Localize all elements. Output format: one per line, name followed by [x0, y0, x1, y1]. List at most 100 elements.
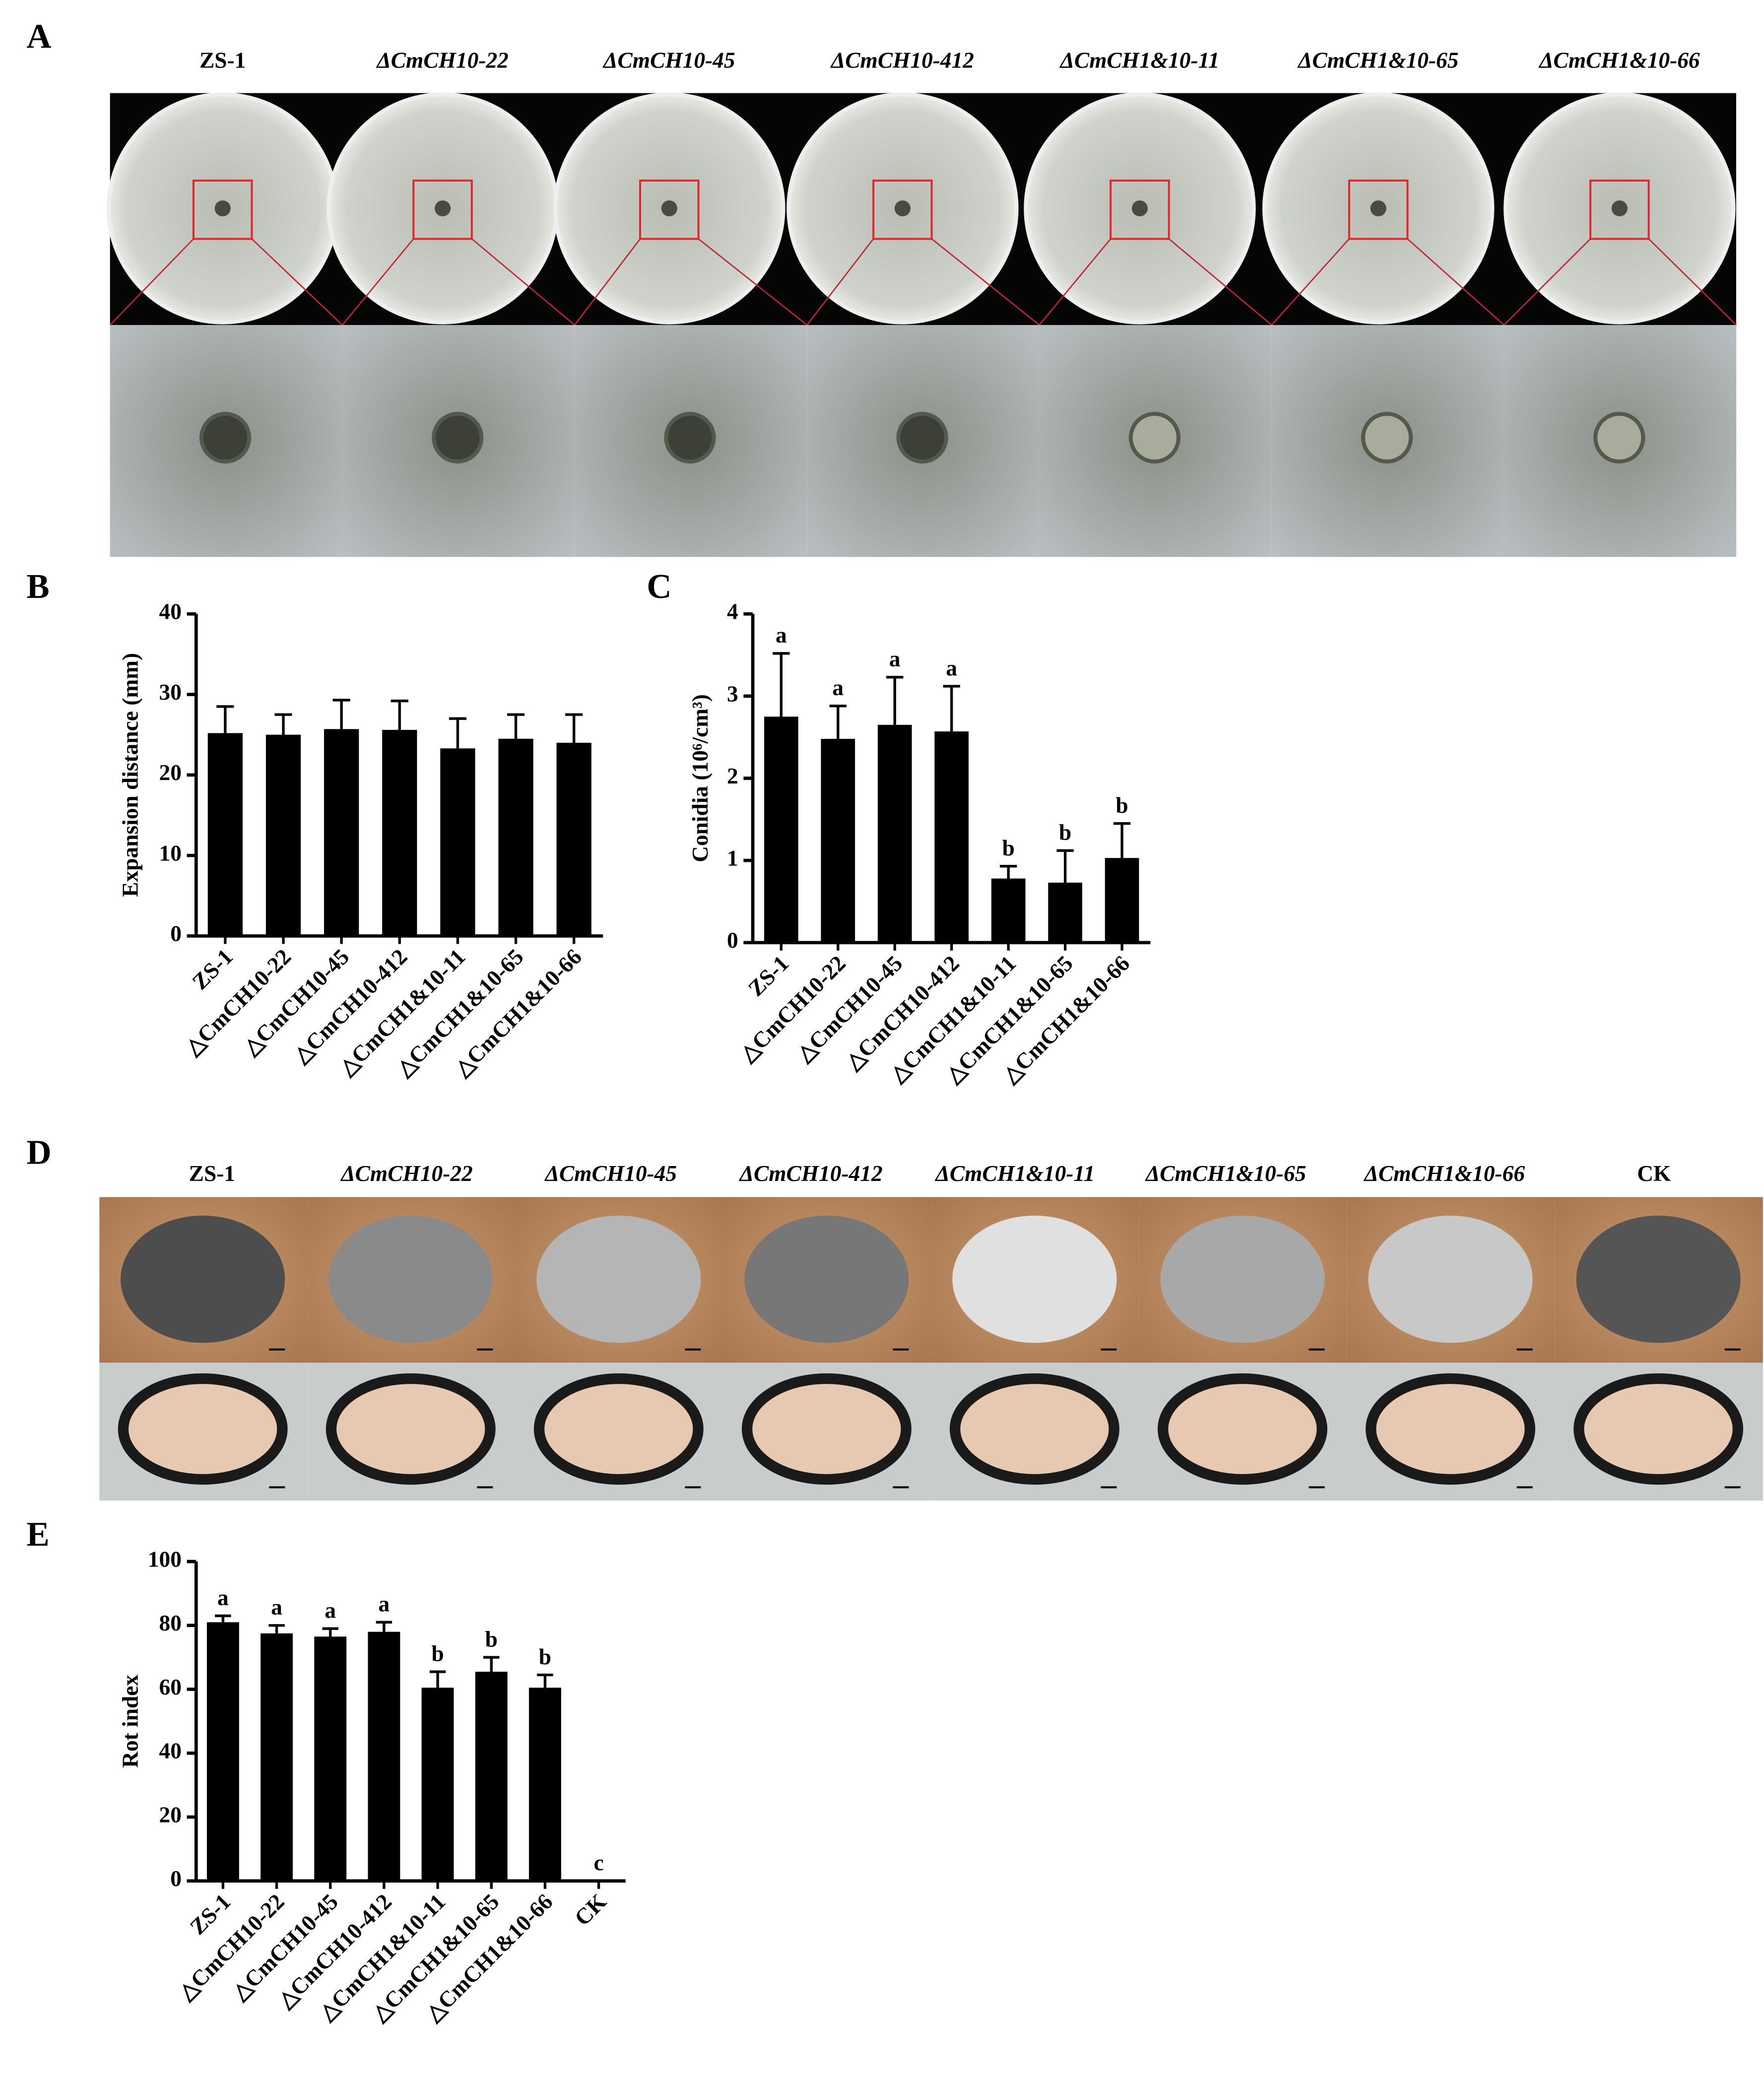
section	[741, 1373, 912, 1485]
significance-label: b	[431, 1641, 444, 1666]
panel-label: B	[26, 568, 49, 606]
significance-label: a	[946, 655, 957, 680]
error-bar	[332, 699, 350, 729]
inoculum	[894, 200, 911, 217]
column-label: ZS-1	[189, 1161, 235, 1186]
error-bar	[429, 1670, 446, 1688]
y-tick-label: 20	[159, 760, 182, 785]
zoom-box	[192, 179, 253, 240]
significance-label: a	[776, 623, 787, 648]
section	[949, 1373, 1119, 1485]
x-tick-label: ZS-1	[188, 944, 238, 994]
y-tick-label: 0	[727, 928, 738, 953]
zoom-box	[1589, 179, 1650, 240]
panel-label: E	[26, 1515, 49, 1554]
y-tick-label: 0	[170, 921, 182, 946]
sclerotium	[744, 1215, 909, 1343]
y-axis-label: Expansion distance (mm)	[118, 653, 143, 897]
zoom-box	[639, 179, 700, 240]
zoom-line	[1039, 238, 1111, 326]
bar	[764, 717, 798, 943]
error-bar	[507, 713, 525, 739]
error-bar	[537, 1673, 553, 1688]
zoom-box	[1348, 179, 1409, 240]
zoom-inoculum	[1128, 411, 1180, 464]
bar	[821, 738, 855, 943]
y-tick-label: 4	[727, 599, 738, 624]
error-bar	[886, 676, 904, 725]
zoom-line	[1168, 238, 1272, 326]
error-bar	[376, 1621, 392, 1632]
sclerotium	[121, 1215, 285, 1343]
significance-label: a	[217, 1585, 229, 1610]
y-tick-label: 10	[159, 841, 182, 865]
error-bar	[483, 1656, 500, 1672]
zoom-line	[698, 238, 808, 326]
bar	[556, 742, 591, 936]
error-bar	[1113, 822, 1131, 858]
error-bar	[216, 705, 234, 733]
zoom-inoculum	[664, 411, 716, 464]
y-tick-label: 40	[159, 1739, 182, 1763]
section	[1158, 1373, 1327, 1485]
column-label: ΔCmCH1&10-11	[1059, 48, 1219, 73]
section	[1573, 1373, 1744, 1485]
bar	[206, 1622, 239, 1881]
sclerotium	[1576, 1215, 1741, 1343]
bar	[314, 1636, 347, 1881]
inoculum	[1131, 200, 1148, 217]
y-tick-label: 60	[159, 1675, 182, 1699]
zoom-line	[1271, 238, 1350, 326]
column-label: ΔCmCH10-412	[738, 1161, 882, 1186]
zoom-box	[1110, 179, 1170, 240]
error-bar	[274, 713, 292, 735]
inoculum	[214, 200, 231, 217]
x-tick-label: ZS-1	[743, 951, 793, 1001]
significance-label: a	[889, 647, 901, 671]
error-bar	[449, 717, 466, 749]
error-bar	[829, 705, 847, 739]
error-bar	[1000, 864, 1017, 879]
error-bar	[215, 1614, 231, 1623]
y-tick-label: 0	[170, 1866, 182, 1891]
zoom-line	[251, 238, 343, 326]
y-tick-label: 2	[727, 764, 738, 788]
column-label: ΔCmCH10-412	[830, 48, 974, 73]
zoom-inoculum	[199, 411, 252, 464]
error-bar	[773, 652, 790, 717]
significance-label: a	[832, 675, 844, 700]
error-bar	[322, 1627, 338, 1637]
zoom-inoculum	[1361, 411, 1413, 464]
zoom-line	[574, 238, 641, 326]
y-tick-label: 80	[159, 1611, 182, 1635]
y-tick-label: 20	[159, 1802, 182, 1827]
bar	[440, 748, 475, 936]
column-label: ΔCmCH10-45	[602, 48, 735, 73]
inoculum	[661, 200, 677, 217]
zoom-box	[412, 179, 473, 240]
zoom-box	[872, 179, 933, 240]
bar	[877, 724, 912, 943]
zoom-line	[471, 238, 575, 326]
section	[326, 1373, 496, 1485]
inoculum	[435, 200, 451, 217]
bar	[498, 738, 533, 936]
zoom-line	[1407, 238, 1504, 326]
zoom-inoculum	[896, 411, 948, 464]
column-label: ΔCmCH1&10-65	[1145, 1161, 1307, 1186]
bar	[265, 734, 301, 936]
zoom-inoculum	[1593, 411, 1645, 464]
section	[1366, 1373, 1535, 1485]
error-bar	[391, 699, 408, 730]
significance-label: b	[1002, 836, 1015, 860]
zoom-inoculum	[432, 411, 484, 464]
significance-label: b	[1116, 793, 1128, 818]
column-label: ΔCmCH10-22	[376, 48, 509, 73]
inoculum	[1611, 200, 1628, 217]
inoculum	[1370, 200, 1386, 217]
significance-label: b	[539, 1644, 551, 1669]
bar	[1105, 858, 1139, 943]
error-bar	[268, 1624, 285, 1633]
zoom-line	[806, 238, 874, 326]
